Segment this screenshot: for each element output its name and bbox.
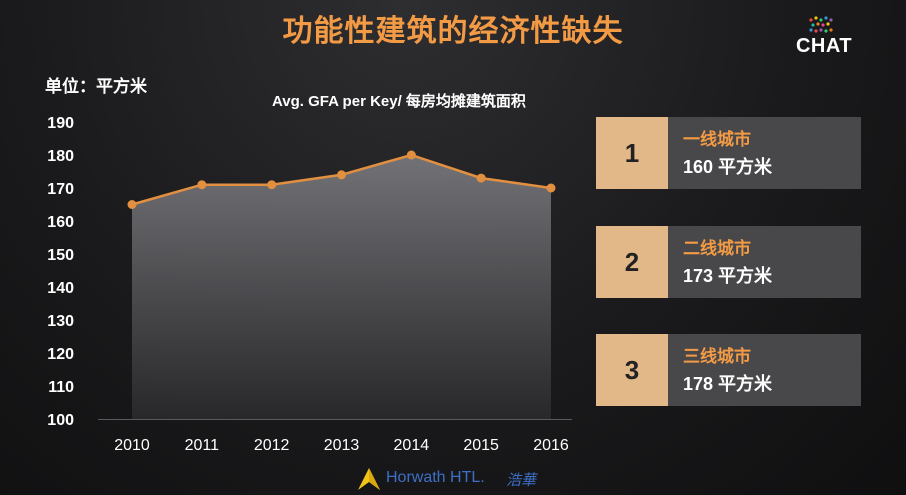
data-point <box>406 150 416 160</box>
y-tick-label: 160 <box>47 214 74 231</box>
data-point <box>197 180 207 190</box>
card-city-tier: 一线城市 <box>683 130 751 149</box>
logo-text: CHAT <box>795 35 853 57</box>
y-tick-label: 140 <box>47 280 74 297</box>
footer-brand-cn: 浩華 <box>506 472 537 489</box>
y-tick-label: 190 <box>47 115 74 132</box>
card-number: 2 <box>596 226 668 298</box>
x-tick-label: 2010 <box>114 437 150 454</box>
y-tick-label: 100 <box>47 412 74 429</box>
card-body: 三线城市 178 平方米 <box>668 334 861 406</box>
card-number: 3 <box>596 334 668 406</box>
x-tick-label: 2013 <box>324 437 360 454</box>
footer-brand: Horwath HTL. 浩華 <box>356 466 556 492</box>
y-tick-label: 130 <box>47 313 74 330</box>
card-body: 二线城市 173 平方米 <box>668 226 861 298</box>
city-tier-card: 2 二线城市 173 平方米 <box>596 226 861 298</box>
y-tick-label: 150 <box>47 247 74 264</box>
y-tick-label: 180 <box>47 148 74 165</box>
card-area-value: 160 平方米 <box>683 157 773 177</box>
x-tick-label: 2012 <box>254 437 290 454</box>
x-tick-label: 2011 <box>185 437 220 454</box>
y-tick-label: 120 <box>47 346 74 363</box>
x-tick-label: 2014 <box>394 437 430 454</box>
card-number: 1 <box>596 117 668 189</box>
data-point <box>267 180 277 190</box>
card-area-value: 178 平方米 <box>683 374 773 394</box>
chart-title: Avg. GFA per Key/ 每房均摊建筑面积 <box>272 93 526 110</box>
horwath-triangle-icon <box>358 468 380 490</box>
page-title: 功能性建筑的经济性缺失 <box>282 15 624 48</box>
city-tier-card: 1 一线城市 160 平方米 <box>596 117 861 189</box>
chat-logo: CHAT <box>790 16 858 58</box>
data-point <box>127 200 137 209</box>
data-point <box>476 173 486 183</box>
city-tier-card: 3 三线城市 178 平方米 <box>596 334 861 406</box>
area-fill <box>132 155 551 419</box>
unit-label: 单位：平方米 <box>45 77 147 96</box>
x-tick-label: 2016 <box>533 437 569 454</box>
data-point <box>337 170 346 180</box>
confetti-dots-icon <box>809 16 833 33</box>
card-body: 一线城市 160 平方米 <box>668 117 861 189</box>
card-area-value: 173 平方米 <box>683 266 773 286</box>
footer-brand-name: Horwath HTL. <box>386 469 485 486</box>
card-city-tier: 二线城市 <box>683 239 751 258</box>
x-tick-label: 2015 <box>463 437 499 454</box>
y-tick-label: 170 <box>47 181 74 198</box>
card-city-tier: 三线城市 <box>683 347 751 366</box>
y-tick-label: 110 <box>48 379 74 396</box>
data-point <box>546 183 556 193</box>
